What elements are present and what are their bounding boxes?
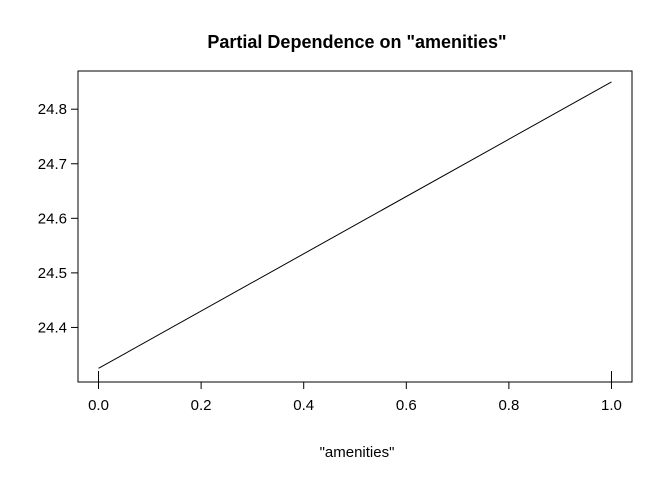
x-tick-label: 0.0 — [88, 397, 109, 414]
y-tick-label: 24.5 — [38, 265, 67, 282]
x-tick-label: 0.4 — [293, 397, 314, 414]
x-tick-label: 0.2 — [191, 397, 212, 414]
y-tick-label: 24.6 — [38, 210, 67, 227]
x-axis-label: "amenities" — [320, 444, 395, 461]
y-tick-label: 24.7 — [38, 156, 67, 173]
x-tick-label: 0.8 — [498, 397, 519, 414]
y-tick-label: 24.4 — [38, 319, 67, 336]
x-axis: 0.0 0.2 0.4 0.6 0.8 1.0 — [88, 381, 622, 414]
chart-title: Partial Dependence on "amenities" — [207, 32, 506, 52]
x-tick-label: 1.0 — [601, 397, 622, 414]
y-tick-label: 24.8 — [38, 101, 67, 118]
series-line — [98, 81, 612, 369]
series-group — [98, 81, 612, 369]
y-axis: 24.4 24.5 24.6 24.7 24.8 — [38, 101, 79, 336]
rug-marks — [98, 371, 612, 382]
x-tick-label: 0.6 — [396, 397, 417, 414]
plot-frame — [77, 70, 633, 383]
